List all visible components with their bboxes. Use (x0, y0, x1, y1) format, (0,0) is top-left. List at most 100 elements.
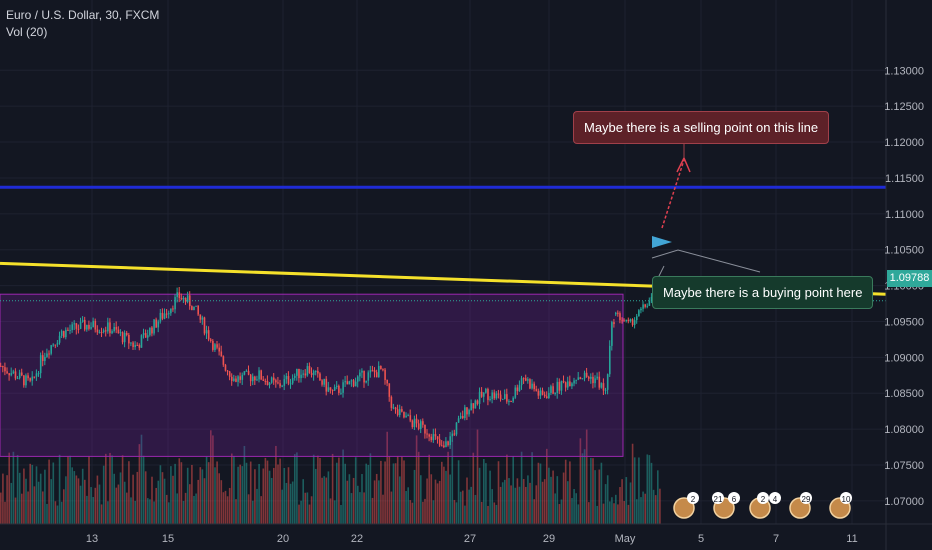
event-count-badge[interactable] (769, 492, 781, 504)
candle-body (105, 330, 107, 332)
volume-bar (659, 488, 661, 524)
economic-event-flag-icon[interactable] (673, 497, 695, 519)
candle-body (642, 304, 644, 309)
volume-bar (186, 467, 189, 524)
volume-bar (384, 461, 386, 524)
candle-body (604, 389, 607, 391)
candle-body (459, 415, 462, 419)
event-count-badge[interactable] (687, 492, 699, 504)
volume-bar (573, 488, 575, 524)
volume-bar (197, 479, 199, 524)
volume-bar (33, 486, 36, 524)
candle-body (506, 394, 508, 402)
symbol-title[interactable]: Euro / U.S. Dollar, 30, FXCM (6, 8, 160, 22)
candle-body (308, 366, 311, 373)
sell-callout[interactable]: Maybe there is a selling point on this l… (573, 111, 830, 144)
volume-bar (453, 499, 456, 524)
buy-callout[interactable]: Maybe there is a buying point here (652, 276, 874, 309)
candle-body (270, 377, 273, 383)
volume-bar (438, 480, 441, 524)
event-count-label: 21 (714, 495, 723, 504)
candle-body (69, 329, 71, 331)
volume-bar (411, 502, 414, 524)
volume-bar (577, 504, 580, 524)
candle-body (10, 373, 13, 376)
volume-bar (512, 456, 514, 524)
volume-bar (304, 492, 307, 524)
candle-body (245, 370, 248, 372)
volume-bar (575, 493, 577, 524)
candle-body (39, 355, 42, 374)
volume-bar (113, 473, 115, 524)
volume-bar (2, 473, 4, 524)
candle-body (283, 379, 286, 386)
candle-body (552, 386, 554, 394)
event-count-badge[interactable] (840, 492, 852, 504)
candle-body (262, 379, 265, 381)
candle-body (100, 332, 103, 334)
candle-body (35, 373, 38, 377)
event-count-badge[interactable] (800, 492, 812, 504)
volume-bar (31, 464, 34, 524)
candle-body (157, 321, 160, 328)
volume-bar (201, 469, 204, 524)
candle-body (67, 329, 69, 331)
event-count-label: 6 (732, 495, 737, 504)
event-count-badge[interactable] (728, 492, 740, 504)
volume-bar (69, 455, 71, 524)
volume-bar (556, 476, 559, 524)
candle-body (417, 423, 420, 429)
volume-bar (155, 487, 157, 524)
volume-indicator-label[interactable]: Vol (20) (6, 25, 48, 39)
volume-bar (315, 468, 317, 524)
event-count-badge[interactable] (712, 492, 724, 504)
volume-bar (319, 457, 321, 524)
candle-body (287, 376, 290, 384)
upward-arrow-line[interactable] (661, 159, 685, 229)
candle-body (646, 305, 649, 307)
candle-body (497, 393, 500, 395)
candle-body (344, 381, 346, 383)
candle-body (102, 330, 105, 333)
candle-body (319, 373, 321, 381)
candle-body (516, 387, 519, 392)
volume-bar (88, 456, 90, 524)
volume-bar (583, 449, 586, 524)
candle-body (191, 306, 193, 311)
candle-body (361, 370, 363, 373)
candle-body (37, 373, 40, 375)
volume-bar (340, 504, 342, 524)
volume-bar (182, 500, 185, 524)
arrow-right-icon[interactable] (652, 236, 672, 248)
candle-body (23, 375, 25, 386)
projection-line (651, 249, 761, 273)
candle-body (126, 332, 128, 335)
candle-body (468, 410, 470, 415)
volume-bar (652, 489, 655, 524)
candle-body (512, 397, 514, 402)
candle-body (514, 387, 517, 398)
candle-body (350, 380, 353, 382)
volume-bar (243, 445, 246, 524)
volume-bar (130, 497, 132, 524)
grid (0, 0, 886, 524)
volume-bar (102, 465, 105, 524)
event-count-badge[interactable] (757, 492, 769, 504)
candle-body (592, 376, 594, 384)
candle-body (115, 327, 118, 330)
event-badges[interactable]: 2 21 6 2 4 29 10 (673, 492, 852, 519)
volume-bar (359, 492, 361, 524)
candle-body (12, 371, 15, 374)
candle-body (138, 345, 141, 348)
volume-bar (291, 481, 294, 524)
volume-bar (550, 476, 552, 524)
volume-bar (151, 476, 153, 524)
volume-bar (121, 455, 124, 524)
volume-bar (346, 480, 349, 524)
candle-body (266, 381, 269, 386)
volume-bar (497, 461, 500, 524)
time-axis[interactable]: 13 15 20 22 27 29 May 5 7 11 (0, 523, 932, 545)
candle-body (331, 390, 334, 392)
candle-body (474, 400, 477, 409)
